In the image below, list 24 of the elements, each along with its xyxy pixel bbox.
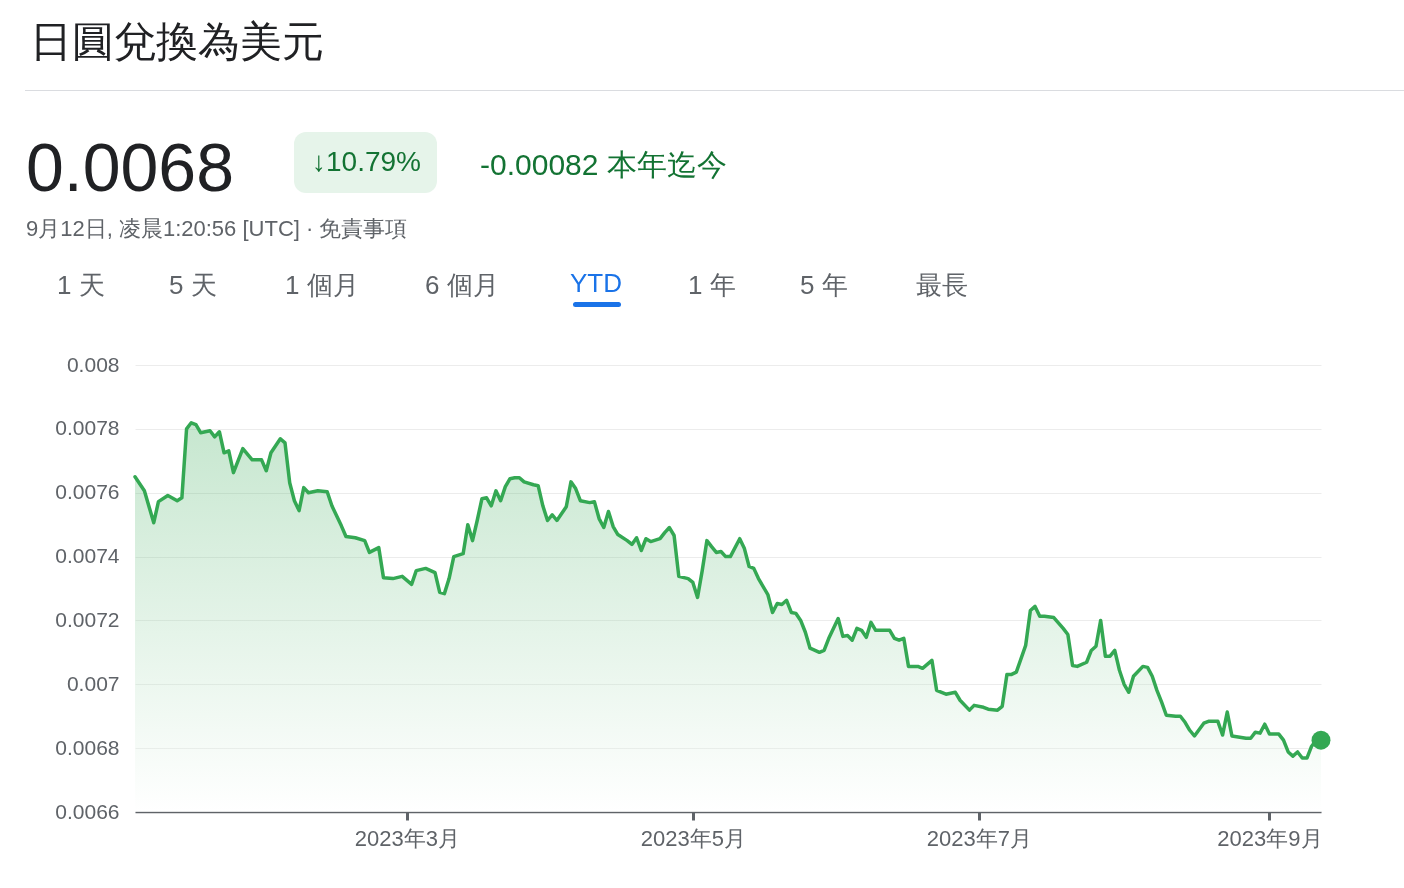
y-tick-label: 0.0074 xyxy=(55,544,120,568)
y-tick-label: 0.0068 xyxy=(55,735,120,759)
x-tick-label: 2023年7月 xyxy=(926,825,1032,851)
y-tick-label: 0.0072 xyxy=(55,607,120,631)
text: 1 個月 xyxy=(285,269,359,302)
text: -0.00082 本年迄今 xyxy=(480,147,727,183)
x-tick-label: 2023年5月 xyxy=(640,825,746,851)
text: ↓10.79% xyxy=(294,132,437,193)
text: 5 天 xyxy=(169,269,217,302)
y-tick-label: 0.0078 xyxy=(55,416,120,440)
text: 最長 xyxy=(916,269,968,302)
text: 6 個月 xyxy=(425,269,499,302)
y-tick-label: 0.0076 xyxy=(55,480,120,504)
text: YTD xyxy=(570,268,622,299)
y-tick-label: 0.007 xyxy=(66,671,120,695)
y-tick-label: 0.008 xyxy=(66,352,120,376)
text: 1 天 xyxy=(57,269,105,302)
text: 9月12日, 凌晨1:20:56 [UTC] · 免責事項 xyxy=(26,215,408,243)
x-tick-label: 2023年3月 xyxy=(354,825,460,851)
text: 1 年 xyxy=(688,269,736,302)
text: 5 年 xyxy=(800,269,848,302)
y-tick-label: 0.0066 xyxy=(55,799,120,823)
x-tick-label: 2023年9月 xyxy=(1217,825,1323,851)
chart-title: 日圓兌換為美元 xyxy=(30,17,324,67)
